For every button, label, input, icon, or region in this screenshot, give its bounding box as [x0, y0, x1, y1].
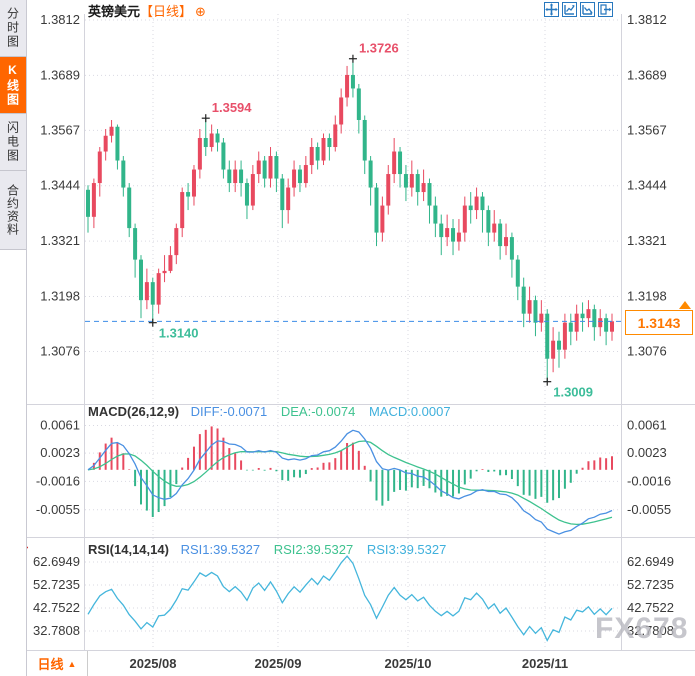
sidebar-tab-2[interactable]: 闪电图 — [0, 114, 26, 171]
watermark: FX678 — [595, 612, 689, 645]
macd-y-axis-label-left: 0.0023 — [40, 445, 80, 460]
diff-line — [87, 429, 613, 535]
main-y-axis-label-left: 1.3689 — [40, 67, 80, 82]
macd-y-axis-label-right: -0.0016 — [627, 473, 671, 488]
sidebar-tab-0[interactable]: 分时图 — [0, 0, 26, 57]
period-up-arrow-icon: ▲ — [67, 658, 77, 669]
rsi-y-axis-label-left: 62.6949 — [33, 554, 80, 569]
main-y-axis-label-right: 1.3567 — [627, 122, 667, 137]
macd-y-axis-label-right: -0.0055 — [627, 502, 671, 517]
candlestick-series — [86, 58, 614, 382]
chart-toolbar — [544, 2, 613, 17]
macd-value: MACD:0.0007 — [368, 404, 451, 419]
rsi-y-axis-label-left: 32.7808 — [33, 623, 80, 638]
rsi-y-axis-label-right: 42.7522 — [627, 600, 674, 615]
current-price-tag: 1.3143 — [625, 310, 693, 335]
macd-y-axis-label-left: 0.0061 — [40, 418, 80, 433]
macd-diff-value: DIFF:-0.0071 — [190, 404, 268, 419]
macd-y-axis-label-right: 0.0023 — [627, 445, 667, 460]
main-y-axis-label-right: 1.3076 — [627, 343, 667, 358]
rsi-y-axis-label-right: 32.7808 — [627, 623, 674, 638]
rsi-header: RSI(14,14,14) RSI1:39.5327 RSI2:39.5327 … — [88, 542, 446, 557]
rsi3-value: RSI3:39.5327 — [366, 542, 447, 557]
macd-label: MACD(26,12,9) — [88, 404, 180, 419]
rsi-y-axis-label-left: 52.7235 — [33, 577, 80, 592]
rsi2-value: RSI2:39.5327 — [273, 542, 354, 557]
sidebar-tab-3[interactable]: 合约资料 — [0, 171, 26, 250]
price-annotation: 1.3594 — [201, 100, 253, 123]
price-annotation: 1.3009 — [543, 377, 593, 400]
zoom-out-icon[interactable] — [580, 2, 595, 17]
annotation-label: 1.3726 — [359, 41, 399, 56]
macd-y-axis-label-left: -0.0055 — [36, 502, 80, 517]
dea-line — [87, 440, 613, 526]
main-y-axis-label-left: 1.3198 — [40, 289, 80, 304]
main-y-axis-label-left: 1.3076 — [40, 343, 80, 358]
main-y-axis-label-right: 1.3689 — [627, 67, 667, 82]
exit-icon[interactable] — [598, 2, 613, 17]
main-y-axis-label-left: 1.3444 — [40, 178, 80, 193]
period-selector-label: 日线 — [37, 657, 64, 672]
period-tag: 【日线】 — [140, 4, 193, 19]
macd-dea-value: DEA:-0.0074 — [280, 404, 356, 419]
x-axis-label: 2025/10 — [385, 656, 432, 671]
price-tag-arrow-icon — [679, 301, 691, 309]
main-y-axis-label-right: 1.3812 — [627, 12, 667, 27]
x-axis-label: 2025/09 — [255, 656, 302, 671]
rsi-y-axis-label-right: 52.7235 — [627, 577, 674, 592]
annotation-label: 1.3140 — [159, 326, 199, 341]
rsi-line — [87, 555, 613, 642]
rsi-y-axis-label-left: 42.7522 — [33, 600, 80, 615]
symbol-name: 英镑美元 — [88, 4, 141, 19]
x-axis-label: 2025/08 — [130, 656, 177, 671]
macd-header: MACD(26,12,9) DIFF:-0.0071 DEA:-0.0074 M… — [88, 404, 451, 419]
crosshair-icon[interactable] — [544, 2, 559, 17]
annotation-label: 1.3594 — [212, 100, 253, 115]
main-y-axis-label-right: 1.3321 — [627, 233, 667, 248]
main-y-axis-label-left: 1.3567 — [40, 122, 80, 137]
price-annotation: 1.3726 — [348, 41, 399, 63]
macd-y-axis-label-left: -0.0016 — [36, 473, 80, 488]
macd-y-axis-label-right: 0.0061 — [627, 418, 667, 433]
period-selector[interactable]: 日线 ▲ — [27, 651, 88, 676]
rsi-label: RSI(14,14,14) — [88, 542, 169, 557]
main-y-axis-label-left: 1.3321 — [40, 233, 80, 248]
rsi1-value: RSI1:39.5327 — [180, 542, 261, 557]
rsi-y-axis-label-right: 62.6949 — [627, 554, 674, 569]
sidebar-tab-1[interactable]: K线图 — [0, 57, 26, 114]
zoom-in-icon[interactable] — [562, 2, 577, 17]
x-axis-label: 2025/11 — [522, 656, 568, 671]
add-indicator-icon[interactable]: ⊕ — [195, 4, 206, 19]
macd-histogram — [92, 426, 613, 517]
main-y-axis-label-right: 1.3444 — [627, 178, 667, 193]
sidebar: 分时图 K线图 闪电图 合约资料 — [0, 0, 27, 676]
main-y-axis-label-left: 1.3812 — [40, 12, 80, 27]
chart-title: 英镑美元【日线】 ⊕ — [88, 1, 206, 20]
price-annotation: 1.3140 — [148, 318, 199, 341]
main-y-axis-label-right: 1.3198 — [627, 289, 667, 304]
grid — [27, 14, 695, 651]
annotation-label: 1.3009 — [553, 385, 593, 400]
